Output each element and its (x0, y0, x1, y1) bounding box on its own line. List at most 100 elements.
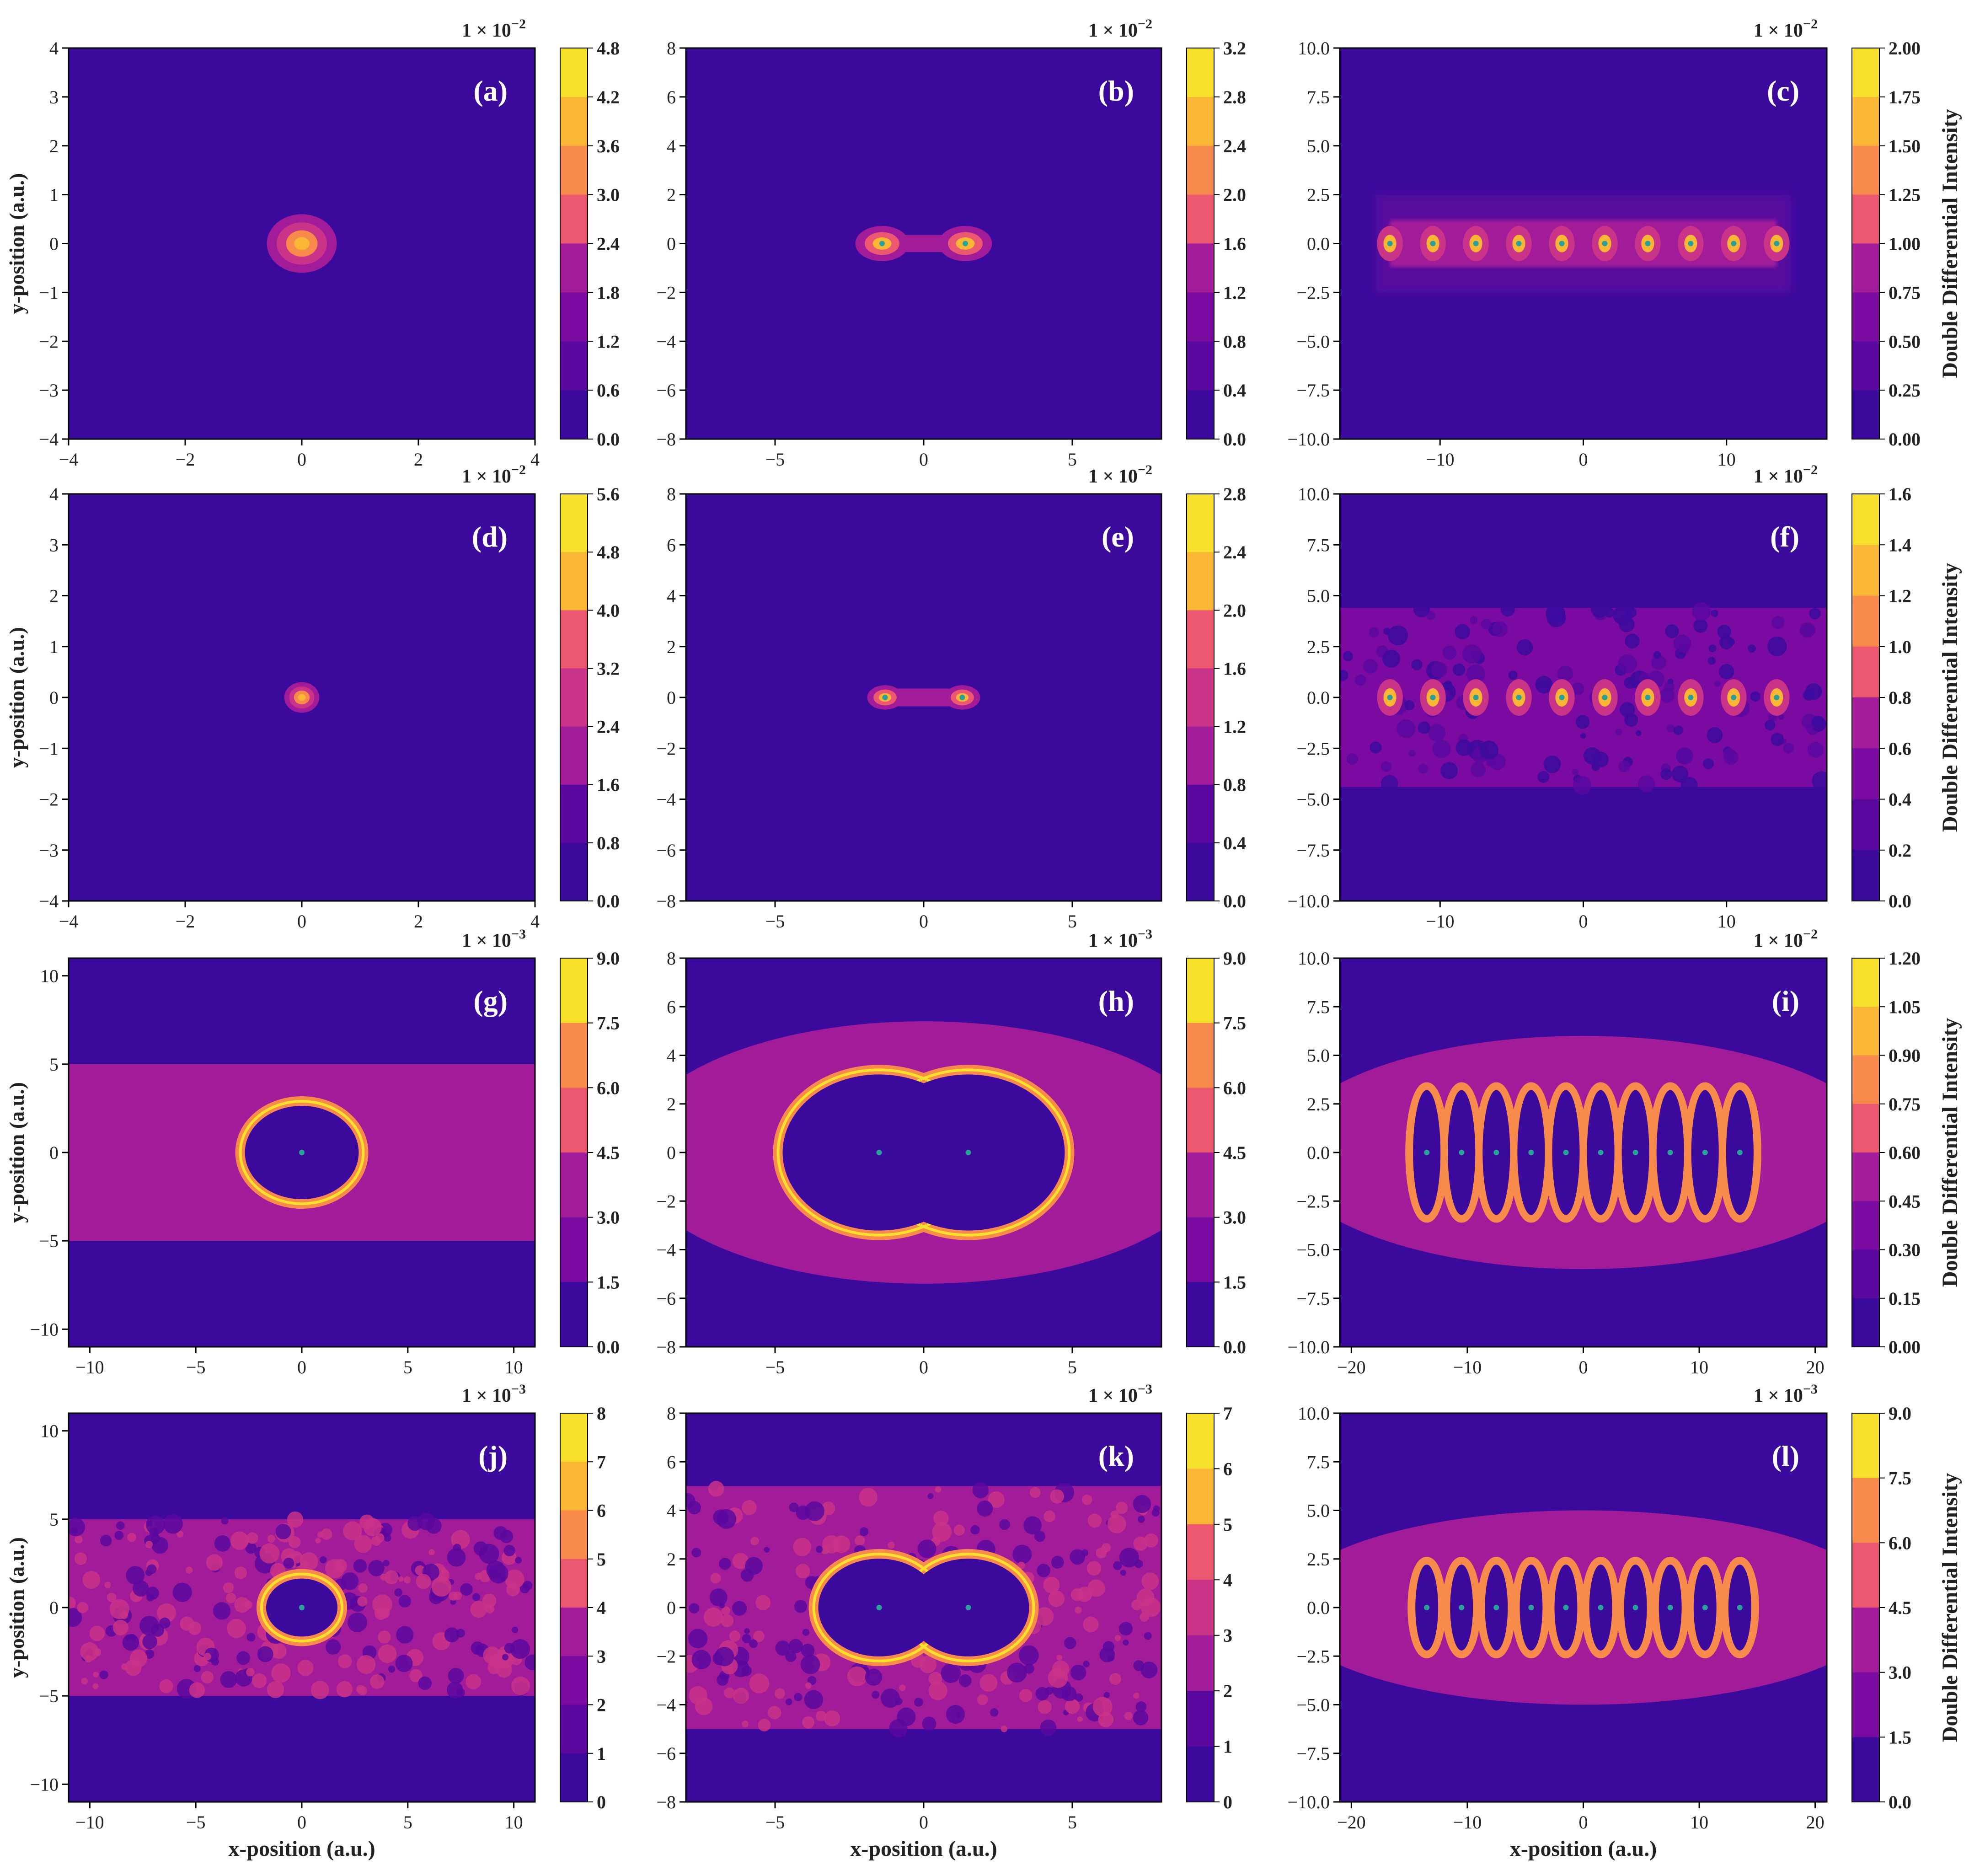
texture-speckle (283, 1558, 294, 1569)
texture-speckle (800, 1655, 820, 1674)
texture-speckle (1019, 1645, 1039, 1666)
texture-speckle (774, 1688, 785, 1699)
texture-speckle (1719, 664, 1734, 680)
texture-speckle (941, 1663, 961, 1683)
y-tick-label: 0 (49, 687, 59, 708)
colorbar-level (1187, 145, 1214, 195)
texture-speckle (1575, 715, 1590, 729)
colorbar-tick-label: 1.5 (597, 1272, 620, 1292)
colorbar-tick-label: 6.0 (1889, 1533, 1911, 1553)
texture-speckle (1428, 724, 1446, 742)
nucleus-marker (965, 1150, 971, 1155)
texture-speckle (523, 1581, 533, 1591)
texture-speckle (714, 1646, 734, 1667)
texture-speckle (320, 1556, 327, 1564)
colorbar-tick-label: 1.4 (1889, 535, 1911, 555)
panel-h: −5 0 5 8 6 4 2 0 −2 −4 −6 −8 (h) 9.0 7.5 6.0 4.5 3.0 1.5 0.… (656, 927, 1246, 1378)
colorbar-level (1852, 1672, 1879, 1737)
texture-speckle (211, 1657, 219, 1666)
texture-speckle (1035, 1687, 1049, 1701)
texture-speckle (1542, 681, 1549, 688)
texture-speckle (1081, 1549, 1088, 1557)
heatmap-content (69, 1064, 535, 1241)
texture-speckle (1007, 1662, 1027, 1683)
colorbar-tick-label: 5 (1223, 1514, 1232, 1535)
y-tick-label: −10.0 (1287, 429, 1330, 450)
colorbar-tick-label: 4.8 (597, 38, 620, 59)
texture-speckle (384, 1534, 391, 1542)
colorbar-tick-label: 0.0 (597, 429, 620, 450)
texture-speckle (899, 1684, 906, 1691)
nucleus-marker (1645, 241, 1651, 247)
nucleus-marker (965, 1605, 971, 1610)
texture-speckle (733, 1688, 749, 1704)
ring-halo (1718, 1082, 1761, 1223)
texture-speckle (1573, 776, 1592, 795)
texture-speckle (1442, 645, 1457, 660)
texture-speckle (1043, 1510, 1055, 1522)
x-tick-label: −20 (1337, 1357, 1366, 1378)
y-tick-label: 2 (49, 136, 59, 156)
y-tick-label: −5 (39, 1686, 59, 1706)
colorbar-level (1187, 1635, 1214, 1691)
texture-speckle (749, 1673, 770, 1694)
panel-f: −10 0 10 10.0 7.5 5.0 2.5 0.0 −2.5 −5.0 −7.5 −10.0 (… (1287, 462, 1962, 932)
texture-speckle (1557, 665, 1573, 681)
texture-speckle (1120, 1570, 1126, 1576)
texture-speckle (732, 1553, 749, 1569)
texture-speckle (859, 1488, 878, 1507)
texture-speckle (788, 1639, 803, 1653)
colorbar-tick-label: 2.4 (597, 234, 620, 254)
texture-speckle (74, 1552, 87, 1565)
nucleus-marker (1563, 1150, 1569, 1155)
y-tick-label: −10.0 (1287, 1337, 1330, 1357)
y-tick-label: 8 (667, 948, 676, 969)
x-tick-label: −10 (1453, 1357, 1482, 1378)
y-tick-label: 3 (49, 87, 59, 107)
panel-label: (e) (1102, 520, 1134, 553)
heatmap-content (69, 1511, 535, 1699)
x-tick-label: −10 (1426, 911, 1455, 932)
texture-speckle (740, 1569, 754, 1582)
y-tick-label: 8 (667, 484, 676, 504)
texture-speckle (1064, 1637, 1076, 1649)
texture-speckle (741, 1665, 752, 1676)
colorbar-level (1187, 1524, 1214, 1580)
texture-speckle (487, 1661, 501, 1674)
colorbar-scale: 1 × 10−3 (1754, 1382, 1818, 1406)
texture-speckle (1133, 1693, 1140, 1699)
texture-speckle (815, 1710, 826, 1721)
x-tick-label: 0 (919, 449, 928, 470)
y-tick-label: 7.5 (1307, 535, 1330, 555)
texture-speckle (77, 1602, 88, 1613)
texture-speckle (1340, 670, 1348, 681)
colorbar-level (1852, 1104, 1879, 1153)
texture-speckle (1140, 1597, 1161, 1617)
texture-speckle (1455, 739, 1472, 756)
texture-speckle (69, 1597, 76, 1609)
nucleus-marker (963, 241, 968, 247)
nucleus-marker (876, 1150, 882, 1155)
heatmap-content (686, 1021, 1161, 1284)
colorbar-level (1852, 341, 1879, 391)
colorbar-tick-label: 8 (597, 1403, 606, 1424)
texture-speckle (750, 1537, 759, 1545)
texture-speckle (1363, 659, 1378, 674)
texture-speckle (922, 1716, 936, 1731)
colorbar-level (1187, 1023, 1214, 1088)
colorbar-tick-label: 1.6 (1223, 234, 1246, 254)
texture-speckle (977, 1694, 988, 1705)
texture-speckle (1109, 1673, 1121, 1685)
x-tick-label: 5 (403, 1812, 412, 1833)
texture-speckle (403, 1576, 411, 1584)
texture-speckle (988, 1491, 1005, 1508)
texture-speckle (99, 1670, 108, 1679)
x-tick-label: −5 (765, 1357, 785, 1378)
texture-speckle (157, 1603, 176, 1623)
texture-speckle (1572, 682, 1584, 695)
texture-speckle (1728, 638, 1735, 645)
nucleus-marker (1424, 1150, 1430, 1155)
texture-speckle (717, 1674, 728, 1686)
colorbar-level (1852, 1152, 1879, 1201)
colorbar-level (560, 48, 588, 97)
